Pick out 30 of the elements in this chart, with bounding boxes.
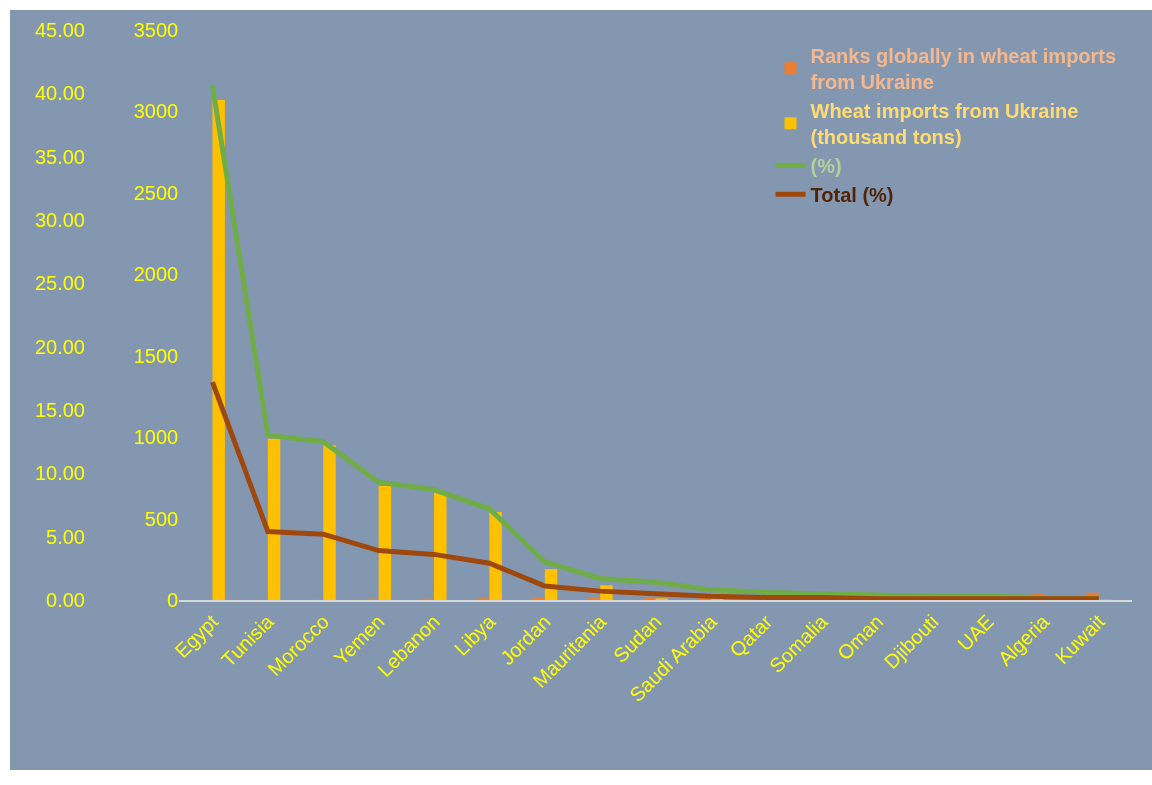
y-tick-label: 0 xyxy=(167,589,179,611)
y2-tick-label: 40.00 xyxy=(34,82,85,105)
bar xyxy=(267,438,281,600)
bar xyxy=(378,486,392,600)
y2-tick-label: 5.00 xyxy=(46,525,85,548)
y-tick-label: 500 xyxy=(144,507,179,530)
y2-tick-label: 10.00 xyxy=(34,462,85,485)
y-tick-label: 3000 xyxy=(133,100,179,123)
y2-tick-label: 20.00 xyxy=(34,335,85,358)
y-tick-label: 2500 xyxy=(133,181,179,204)
bar xyxy=(323,445,336,600)
legend-label: Ranks globally in wheat imports from Ukraine xyxy=(810,45,1117,93)
bar xyxy=(532,597,545,600)
y2-tick-label: 30.00 xyxy=(34,209,85,231)
y2-tick-label: 45.00 xyxy=(34,19,85,41)
bar xyxy=(212,100,225,600)
y2-tick-label: 0.00 xyxy=(46,589,85,611)
y2-tick-label: 15.00 xyxy=(34,399,85,421)
legend-label: Total (%) xyxy=(810,184,894,206)
bar xyxy=(434,492,447,600)
y2-tick-label: 25.00 xyxy=(34,272,85,295)
legend-label: Wheat imports from Ukraine (thousand tons) xyxy=(810,100,1079,148)
bar xyxy=(587,597,601,600)
y-tick-label: 2000 xyxy=(133,263,179,286)
legend-label: (%) xyxy=(810,155,842,177)
bar xyxy=(643,597,656,600)
y-tick-label: 3500 xyxy=(133,19,179,41)
y-tick-label: 1500 xyxy=(133,344,179,367)
y-tick-label: 1000 xyxy=(133,426,179,449)
y2-tick-label: 35.00 xyxy=(34,145,85,168)
